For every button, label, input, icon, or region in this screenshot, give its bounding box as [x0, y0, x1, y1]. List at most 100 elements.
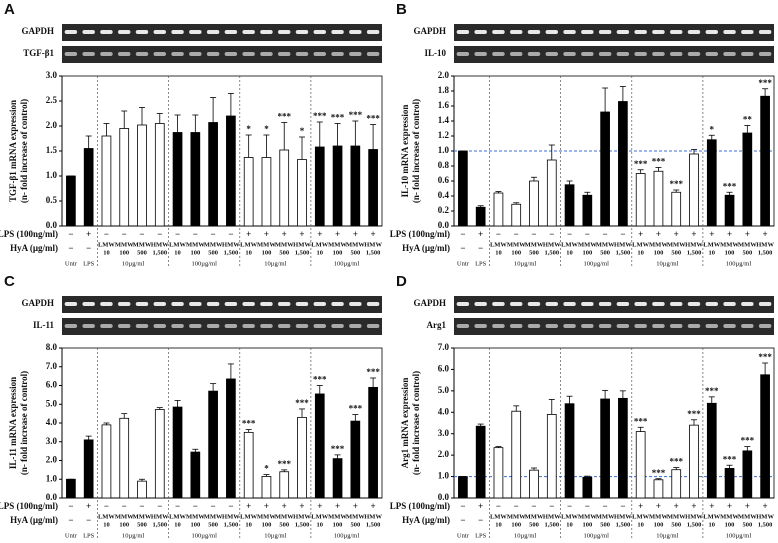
- hya-label: MMW: [186, 241, 205, 248]
- gel: [454, 46, 774, 63]
- gel-band: [563, 52, 576, 56]
- y-axis-label-line: (n- fold increase of control): [19, 99, 29, 203]
- y-tick-label: 1.0: [438, 145, 450, 155]
- bar: [243, 157, 254, 227]
- gel-band: [652, 302, 665, 306]
- gel-band: [616, 324, 630, 328]
- gel-band: [260, 52, 273, 56]
- hya-label: MMW: [346, 513, 365, 520]
- lps-sign: −: [567, 501, 572, 511]
- gel-band: [598, 30, 612, 34]
- gel-band: [687, 30, 701, 34]
- gel-band: [206, 52, 220, 56]
- gel-band: [295, 302, 309, 306]
- hya-label: LMW: [490, 513, 507, 520]
- y-tick-label: 6.0: [46, 380, 58, 390]
- hya-label: MMW: [720, 513, 739, 520]
- hya-label: 500: [208, 521, 218, 528]
- hya-label: 100: [511, 249, 521, 256]
- lps-sign: +: [264, 229, 269, 239]
- bar: [618, 397, 628, 499]
- bar: [529, 469, 539, 499]
- bar: [368, 149, 378, 227]
- gel-band: [634, 324, 647, 328]
- lps-sign: +: [691, 229, 696, 239]
- lps-sign: +: [656, 501, 661, 511]
- gel-band: [82, 52, 95, 56]
- lps-sign: +: [353, 501, 358, 511]
- hya-label: 500: [350, 521, 360, 528]
- hya-label: 1,500: [366, 249, 381, 256]
- gel-band: [295, 324, 309, 328]
- gel-band: [456, 302, 470, 306]
- hya-label: HMW: [614, 241, 632, 248]
- gel-band: [118, 302, 131, 306]
- hya-label: 1,500: [758, 249, 773, 256]
- row-label: HyA (µg/ml): [10, 515, 58, 525]
- lps-sign: −: [139, 501, 144, 511]
- hya-label: 100: [654, 521, 664, 528]
- hya-label: 10: [245, 521, 252, 528]
- hya-label: MMW: [257, 241, 276, 248]
- gel-band: [616, 30, 630, 34]
- hya-label: MMW: [204, 241, 223, 248]
- bar: [493, 192, 504, 227]
- gel-band: [634, 30, 647, 34]
- significance: ***: [634, 159, 648, 169]
- gel-band: [135, 324, 149, 328]
- gel-band: [313, 324, 326, 328]
- gel-band: [135, 52, 149, 56]
- lps-sign: −: [228, 501, 233, 511]
- y-axis-label: TGF-β1 mRNA expression(n- fold increase …: [8, 99, 29, 203]
- gel-band: [171, 324, 184, 328]
- hya-label: MMW: [275, 241, 294, 248]
- y-tick-label: 2.0: [46, 455, 58, 465]
- bar: [261, 476, 272, 499]
- gel-label: TGF-β1: [23, 48, 54, 58]
- lps-sign: +: [317, 229, 322, 239]
- group-label: 100µg/ml: [334, 532, 360, 539]
- y-tick-label: 5.0: [46, 398, 58, 408]
- hya-label: MMW: [328, 513, 347, 520]
- y-tick-label: 4.0: [438, 406, 450, 416]
- hya-label: MMW: [275, 513, 294, 520]
- lps-sign: +: [299, 501, 304, 511]
- hya-label: HMW: [614, 513, 632, 520]
- y-axis-label-line: TGF-β1 mRNA expression: [8, 100, 18, 202]
- gel-band: [242, 30, 255, 34]
- bar: [154, 123, 165, 227]
- significance: *: [246, 124, 251, 134]
- gel-band: [260, 302, 273, 306]
- y-tick-label: 7.0: [46, 361, 58, 371]
- bar: [529, 180, 539, 227]
- lps-sign: −: [193, 229, 198, 239]
- gel-band: [581, 324, 594, 328]
- lps-sign: −: [175, 501, 180, 511]
- hya-label: 100: [262, 521, 272, 528]
- gel-band: [581, 302, 594, 306]
- y-tick-label: 1.0: [46, 170, 58, 180]
- hya-label: −: [478, 515, 483, 525]
- lps-sign: −: [496, 229, 501, 239]
- hya-label: HMW: [293, 513, 311, 520]
- bar: [83, 439, 94, 499]
- panel-letter: B: [396, 1, 407, 18]
- bar: [635, 431, 646, 499]
- group-label: 10µg/ml: [264, 260, 286, 267]
- hya-label: HMW: [222, 513, 240, 520]
- hya-label: MMW: [115, 241, 134, 248]
- significance: ***: [331, 113, 345, 123]
- hya-label: MMW: [649, 241, 668, 248]
- hya-label: 500: [137, 521, 147, 528]
- significance: ***: [723, 454, 737, 464]
- gel-band: [64, 52, 78, 56]
- gel-band: [118, 30, 131, 34]
- bar: [297, 416, 307, 499]
- group-label: 100µg/ml: [584, 260, 610, 267]
- group-label: Untr: [457, 260, 470, 267]
- significance: ***: [366, 367, 380, 377]
- hya-label: MMW: [578, 241, 597, 248]
- lps-sign: +: [264, 501, 269, 511]
- gel: [454, 24, 774, 41]
- gel-band: [616, 52, 630, 56]
